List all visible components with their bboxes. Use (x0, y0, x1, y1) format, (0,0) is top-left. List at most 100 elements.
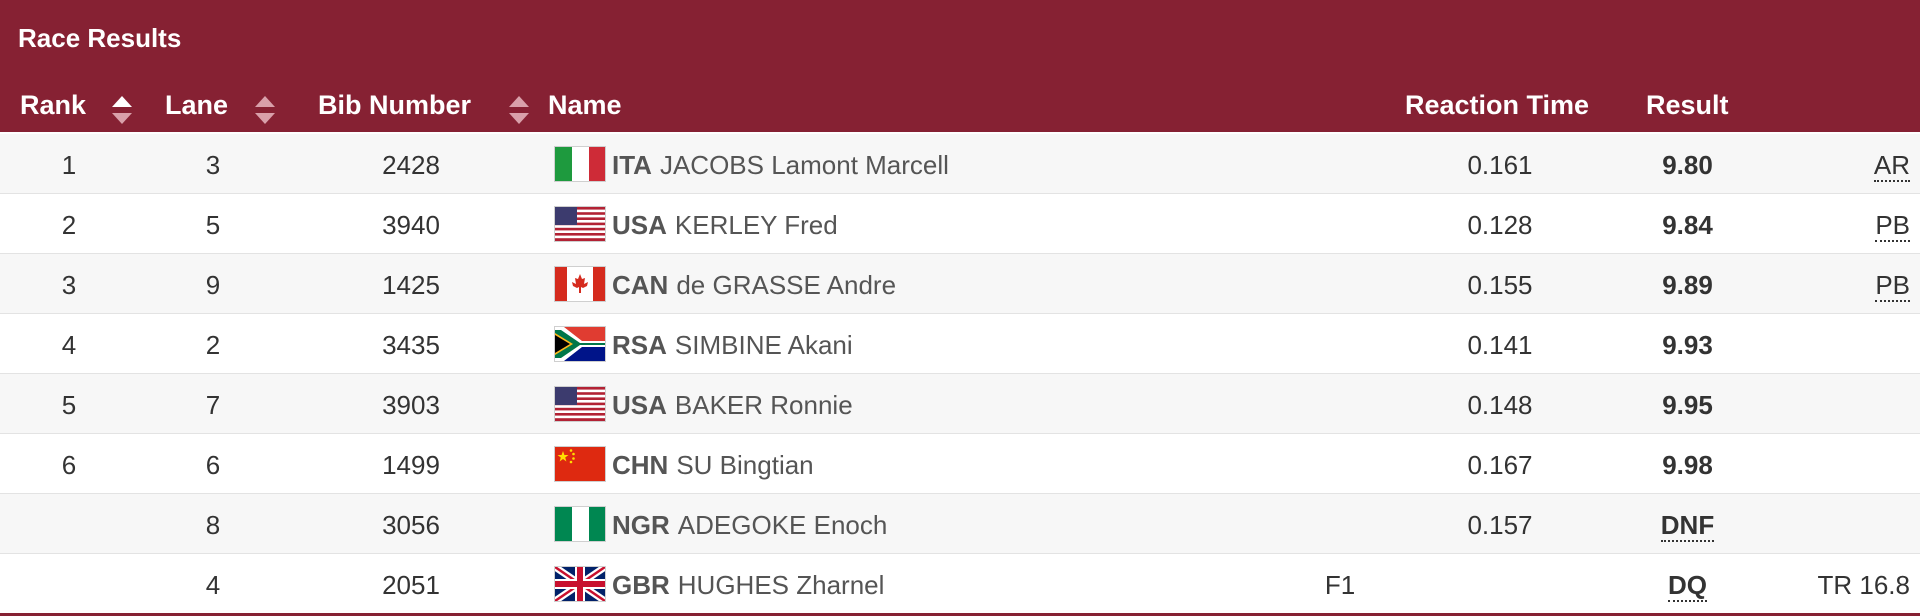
country-code: USA (612, 210, 667, 240)
country-code: CHN (612, 450, 669, 480)
rank-cell: 2 (61, 210, 77, 240)
lane-cell: 4 (205, 570, 221, 600)
athlete-name: de GRASSE Andre (676, 270, 897, 300)
table-row: 8 3056 NGR ADEGOKE Enoch 0.157 DNF (0, 494, 1920, 554)
record-note-abbr[interactable]: AR (1873, 150, 1910, 182)
athlete-name: BAKER Ronnie (674, 390, 853, 420)
rank-cell: 4 (61, 330, 77, 360)
country-code: RSA (612, 330, 667, 360)
column-header-bib-number[interactable]: Bib Number (318, 90, 472, 120)
lane-cell: 6 (205, 450, 221, 480)
bib-cell: 1425 (382, 270, 440, 300)
italy-flag-icon (554, 146, 606, 182)
bib-cell: 3435 (382, 330, 440, 360)
china-flag-icon (554, 446, 606, 482)
lane-cell: 9 (205, 270, 221, 300)
column-header-rank[interactable]: Rank (20, 90, 87, 120)
reaction-time-cell: 0.128 (1467, 210, 1533, 240)
athlete-name: SU Bingtian (676, 450, 814, 480)
country-code: USA (612, 390, 667, 420)
athlete-name-cell[interactable]: CAN de GRASSE Andre (612, 270, 896, 301)
sort-icon[interactable] (508, 94, 530, 126)
canada-flag-icon (554, 266, 606, 302)
bib-cell: 3903 (382, 390, 440, 420)
table-row: 4 2051 GBR HUGHES Zharnel F1 (0, 554, 1920, 616)
bib-cell: 2051 (382, 570, 440, 600)
sort-icon[interactable] (254, 94, 276, 126)
athlete-name: KERLEY Fred (674, 210, 838, 240)
bib-cell: 2428 (382, 150, 440, 180)
athlete-name-cell[interactable]: CHN SU Bingtian (612, 450, 814, 481)
fault-cell: F1 (1324, 570, 1356, 600)
usa-flag-icon (554, 386, 606, 422)
lane-cell: 8 (205, 510, 221, 540)
rank-cell: 3 (61, 270, 77, 300)
athlete-name-cell[interactable]: RSA SIMBINE Akani (612, 330, 853, 361)
bib-cell: 1499 (382, 450, 440, 480)
record-note[interactable]: PB (1875, 270, 1910, 302)
lane-cell: 3 (205, 150, 221, 180)
table-header: Rank Lane Bib Number Name Reaction Time … (0, 76, 1920, 132)
reaction-time-cell: 0.157 (1467, 510, 1533, 540)
table-row: 5 7 3903 USA BAKER Ronnie 0. (0, 374, 1920, 434)
reaction-time-cell: 0.167 (1467, 450, 1533, 480)
country-code: GBR (612, 570, 670, 600)
rank-cell: 5 (61, 390, 77, 420)
result-cell: 9.93 (1662, 330, 1713, 360)
results-table-body: 1 3 2428 ITA JACOBS Lamont Marcell 0.161 … (0, 134, 1920, 616)
uk-flag-icon (554, 566, 606, 602)
result-cell: 9.84 (1662, 210, 1713, 240)
result-cell[interactable]: DNF (1620, 510, 1755, 542)
result-cell: 9.95 (1662, 390, 1713, 420)
record-note: TR 16.8 (1817, 570, 1911, 600)
athlete-name-cell[interactable]: ITA JACOBS Lamont Marcell (612, 150, 949, 181)
column-header-lane[interactable]: Lane (165, 90, 229, 120)
result-cell: 9.98 (1662, 450, 1713, 480)
bib-cell: 3940 (382, 210, 440, 240)
athlete-name-cell[interactable]: GBR HUGHES Zharnel (612, 570, 884, 601)
table-row: 1 3 2428 ITA JACOBS Lamont Marcell 0.161 … (0, 134, 1920, 194)
rank-cell: 6 (61, 450, 77, 480)
rank-cell: 1 (61, 150, 77, 180)
record-note[interactable]: AR (1873, 150, 1910, 182)
title-bar: Race Results (0, 0, 1920, 76)
result-cell: 9.80 (1662, 150, 1713, 180)
result-abbr[interactable]: DNF (1660, 510, 1715, 542)
result-cell: 9.89 (1662, 270, 1713, 300)
reaction-time-cell: 0.155 (1467, 270, 1533, 300)
country-code: ITA (612, 150, 652, 180)
record-note-abbr[interactable]: PB (1875, 210, 1910, 242)
reaction-time-cell: 0.148 (1467, 390, 1533, 420)
bib-cell: 3056 (382, 510, 440, 540)
record-note-abbr[interactable]: PB (1875, 270, 1910, 302)
table-row: 3 9 1425 CAN de GRASSE Andre 0.155 9.89 P… (0, 254, 1920, 314)
panel-title: Race Results (18, 23, 182, 53)
lane-cell: 2 (205, 330, 221, 360)
result-abbr[interactable]: DQ (1668, 570, 1707, 602)
record-note[interactable]: PB (1875, 210, 1910, 242)
athlete-name: SIMBINE Akani (674, 330, 853, 360)
sort-ascending-icon[interactable] (111, 94, 133, 126)
reaction-time-cell: 0.141 (1467, 330, 1533, 360)
lane-cell: 5 (205, 210, 221, 240)
athlete-name-cell[interactable]: NGR ADEGOKE Enoch (612, 510, 887, 541)
table-row: 6 6 1499 CHN SU Bingtian 0.167 9.98 (0, 434, 1920, 494)
athlete-name-cell[interactable]: USA KERLEY Fred (612, 210, 838, 241)
country-code: CAN (612, 270, 669, 300)
athlete-name-cell[interactable]: USA BAKER Ronnie (612, 390, 853, 421)
column-header-name: Name (548, 90, 622, 120)
athlete-name: JACOBS Lamont Marcell (659, 150, 949, 180)
south-africa-flag-icon (554, 326, 606, 362)
table-row: 4 2 3435 RSA SIMBINE Akani 0.141 9.93 (0, 314, 1920, 374)
athlete-name: HUGHES Zharnel (677, 570, 885, 600)
usa-flag-icon (554, 206, 606, 242)
column-header-reaction-time: Reaction Time (1405, 90, 1590, 120)
reaction-time-cell: 0.161 (1467, 150, 1533, 180)
country-code: NGR (612, 510, 670, 540)
column-header-result: Result (1646, 90, 1729, 120)
nigeria-flag-icon (554, 506, 606, 542)
athlete-name: ADEGOKE Enoch (677, 510, 888, 540)
lane-cell: 7 (205, 390, 221, 420)
result-cell[interactable]: DQ (1620, 570, 1755, 602)
